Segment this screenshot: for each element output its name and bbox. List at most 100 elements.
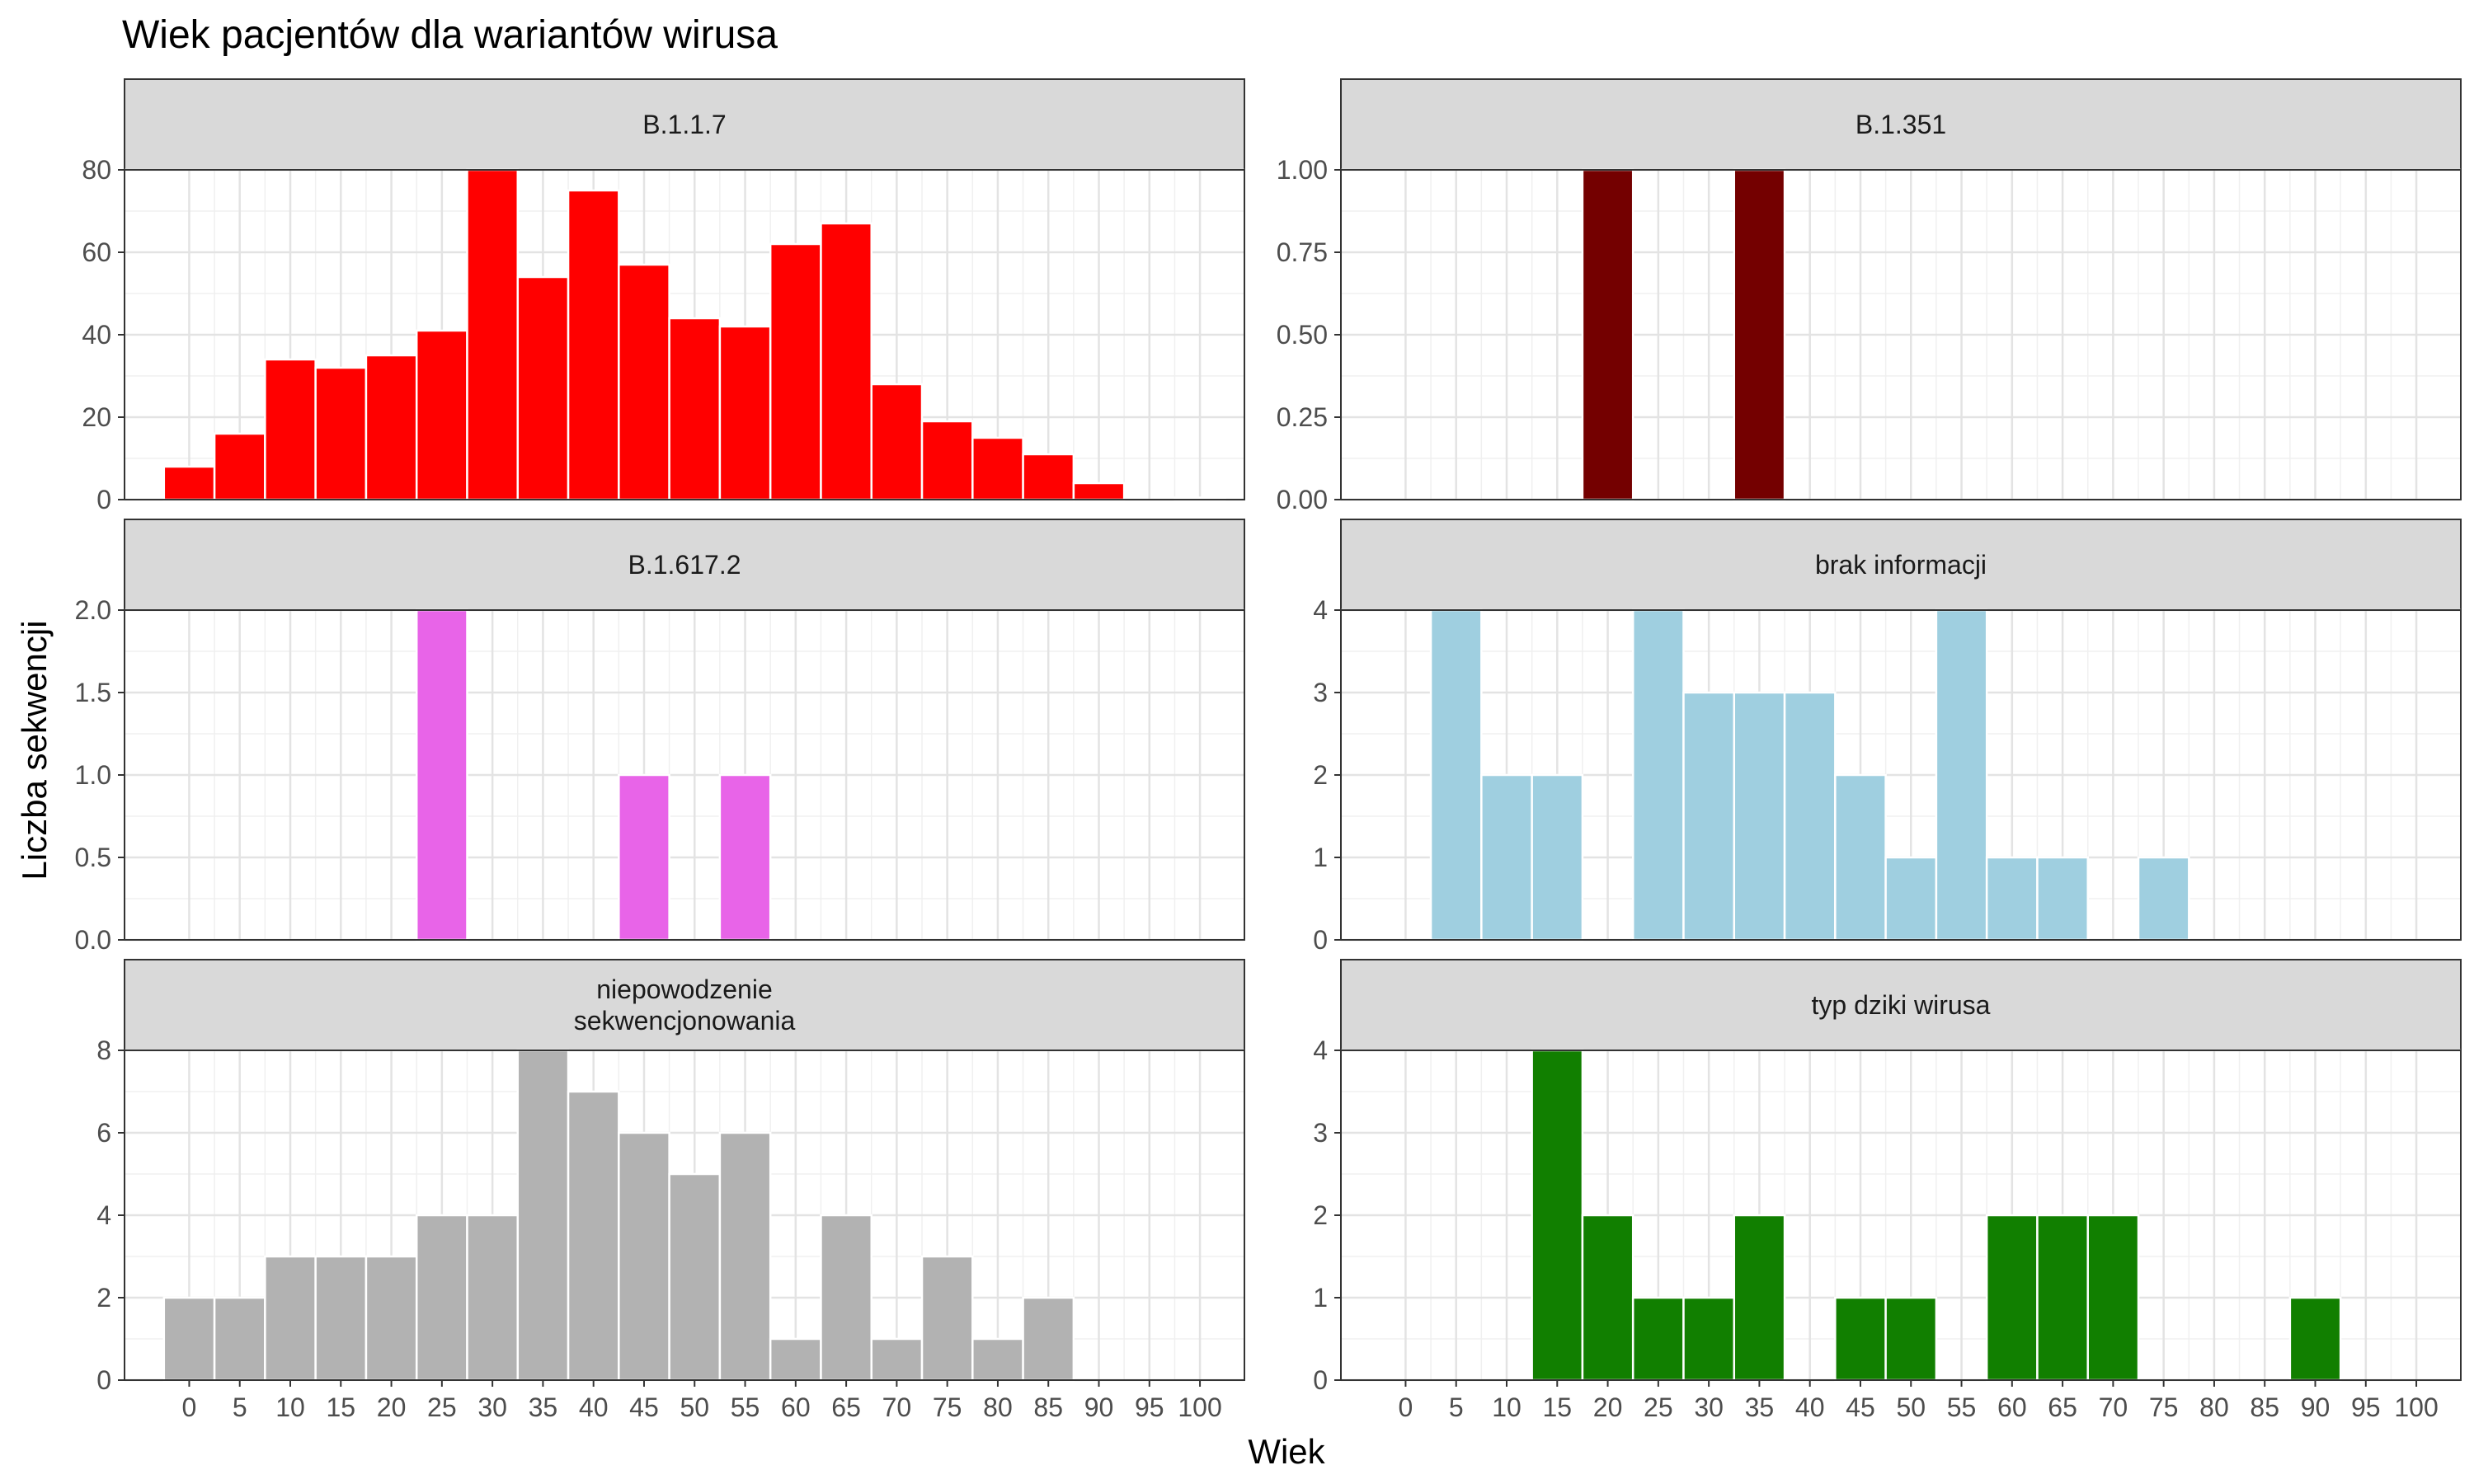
y-tick-label: 0.25 bbox=[1277, 402, 1328, 432]
x-tick-label: 10 bbox=[1492, 1392, 1522, 1422]
y-tick-label: 2.0 bbox=[75, 595, 111, 625]
x-tick-label: 25 bbox=[1644, 1392, 1673, 1422]
histogram-bar bbox=[870, 1337, 924, 1382]
histogram-bar bbox=[1480, 773, 1533, 942]
histogram-bar bbox=[466, 1214, 520, 1382]
histogram-bar bbox=[820, 1214, 872, 1382]
histogram-bar bbox=[516, 1049, 570, 1382]
histogram-bar bbox=[1682, 1296, 1736, 1382]
histogram-bar bbox=[1531, 1049, 1584, 1382]
histogram-bar bbox=[365, 354, 418, 501]
x-tick-label: 50 bbox=[1896, 1392, 1926, 1422]
histogram-bar bbox=[264, 358, 317, 501]
histogram-bar bbox=[1733, 691, 1786, 942]
x-tick-label: 15 bbox=[326, 1392, 355, 1422]
histogram-bar bbox=[920, 420, 974, 501]
y-tick-label: 0 bbox=[96, 1365, 111, 1395]
histogram-bar bbox=[314, 366, 368, 501]
x-tick-label: 30 bbox=[1694, 1392, 1724, 1422]
histogram-bar bbox=[1072, 481, 1126, 501]
x-tick-label: 85 bbox=[2250, 1392, 2279, 1422]
y-tick-label: 3 bbox=[1313, 678, 1328, 707]
histogram-bar bbox=[870, 383, 924, 501]
strip-background bbox=[1340, 78, 2462, 171]
histogram-bar bbox=[718, 1131, 772, 1382]
histogram-bar bbox=[1022, 453, 1075, 501]
x-tick-label: 60 bbox=[781, 1392, 811, 1422]
x-tick-label: 65 bbox=[2048, 1392, 2077, 1422]
y-tick-label: 1.0 bbox=[75, 760, 111, 790]
histogram-bar bbox=[415, 608, 468, 942]
y-tick-label: 1.5 bbox=[75, 678, 111, 707]
y-tick-label: 2 bbox=[96, 1283, 111, 1313]
y-tick-label: 4 bbox=[96, 1200, 111, 1230]
y-tick-label: 80 bbox=[82, 155, 111, 185]
y-tick-label: 3 bbox=[1313, 1118, 1328, 1148]
y-tick-label: 40 bbox=[82, 320, 111, 350]
panels-layer: B.1.1.7020406080B.1.3510.000.250.500.751… bbox=[75, 78, 2462, 1422]
histogram-bar bbox=[415, 1214, 468, 1382]
strip-label: B.1.351 bbox=[1856, 110, 1946, 139]
strip-background bbox=[124, 78, 1245, 171]
histogram-bar bbox=[314, 1255, 368, 1382]
histogram-bar bbox=[718, 773, 772, 942]
x-tick-label: 50 bbox=[680, 1392, 709, 1422]
y-tick-label: 4 bbox=[1313, 1036, 1328, 1065]
y-tick-label: 20 bbox=[82, 402, 111, 432]
histogram-bar bbox=[2036, 1214, 2089, 1382]
y-tick-label: 0.75 bbox=[1277, 237, 1328, 267]
x-tick-label: 20 bbox=[1593, 1392, 1623, 1422]
histogram-bar bbox=[1631, 1296, 1685, 1382]
strip-background bbox=[124, 519, 1245, 611]
chart-title: Wiek pacjentów dla wariantów wirusa bbox=[122, 13, 778, 57]
strip-background bbox=[124, 959, 1245, 1051]
strip-label: niepowodzenie bbox=[596, 974, 773, 1004]
y-tick-label: 4 bbox=[1313, 595, 1328, 625]
strip-label: sekwencjonowania bbox=[574, 1006, 796, 1036]
histogram-bar bbox=[415, 329, 468, 501]
x-tick-label: 95 bbox=[1135, 1392, 1164, 1422]
histogram-bar bbox=[1581, 1214, 1634, 1382]
x-tick-label: 0 bbox=[182, 1392, 197, 1422]
y-axis-title: Liczba sekwencji bbox=[15, 620, 54, 880]
x-tick-label: 100 bbox=[2394, 1392, 2438, 1422]
y-tick-label: 0.50 bbox=[1277, 320, 1328, 350]
histogram-bar bbox=[2137, 856, 2190, 942]
y-tick-label: 0 bbox=[96, 485, 111, 514]
histogram-bar bbox=[213, 1296, 266, 1382]
histogram-bar bbox=[1884, 1296, 1938, 1382]
x-tick-label: 100 bbox=[1178, 1392, 1221, 1422]
histogram-bar bbox=[1834, 773, 1887, 942]
histogram-bar bbox=[567, 1090, 620, 1382]
strip-label: B.1.1.7 bbox=[642, 110, 726, 139]
histogram-bar bbox=[1884, 856, 1938, 942]
histogram-bar bbox=[618, 263, 670, 501]
strip-label: brak informacji bbox=[1815, 550, 1987, 580]
x-tick-label: 30 bbox=[477, 1392, 507, 1422]
histogram-bar bbox=[567, 189, 620, 501]
x-tick-label: 70 bbox=[2099, 1392, 2128, 1422]
y-tick-label: 6 bbox=[96, 1118, 111, 1148]
x-tick-label: 75 bbox=[2149, 1392, 2179, 1422]
x-tick-label: 0 bbox=[1399, 1392, 1413, 1422]
x-tick-label: 90 bbox=[1084, 1392, 1114, 1422]
y-tick-label: 0.0 bbox=[75, 925, 111, 955]
histogram-bar bbox=[1631, 608, 1685, 942]
y-tick-label: 0.5 bbox=[75, 843, 111, 872]
y-tick-label: 0.00 bbox=[1277, 485, 1328, 514]
x-tick-label: 40 bbox=[579, 1392, 609, 1422]
strip-background bbox=[1340, 959, 2462, 1051]
histogram-bar bbox=[162, 465, 216, 501]
x-tick-label: 75 bbox=[933, 1392, 962, 1422]
histogram-bar bbox=[1783, 691, 1837, 942]
histogram-bar bbox=[1682, 691, 1736, 942]
x-axis-title: Wiek bbox=[1248, 1432, 1325, 1471]
x-tick-label: 65 bbox=[831, 1392, 861, 1422]
x-tick-label: 40 bbox=[1795, 1392, 1825, 1422]
histogram-bar bbox=[1429, 608, 1483, 942]
histogram-bar bbox=[769, 1337, 822, 1382]
histogram-bar bbox=[162, 1296, 216, 1382]
x-tick-label: 5 bbox=[1449, 1392, 1464, 1422]
x-tick-label: 15 bbox=[1542, 1392, 1572, 1422]
